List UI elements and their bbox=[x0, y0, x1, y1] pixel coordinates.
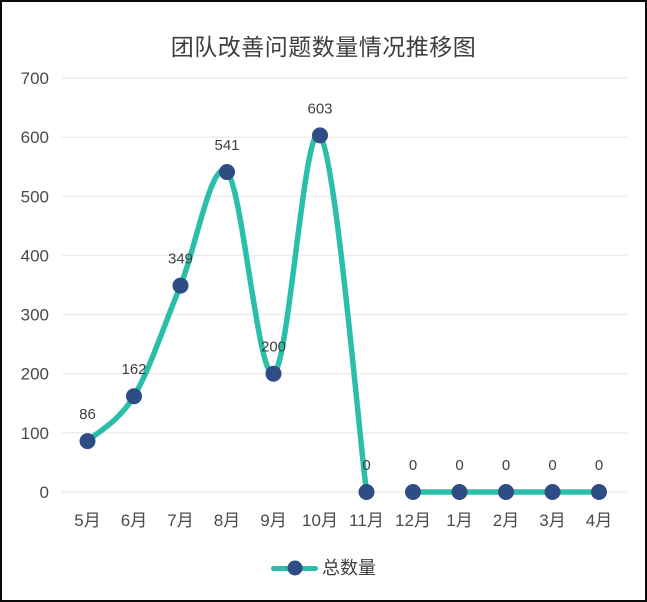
data-point-label: 541 bbox=[214, 137, 239, 154]
data-point bbox=[544, 484, 561, 500]
data-point bbox=[358, 484, 375, 500]
data-point-label: 0 bbox=[502, 457, 510, 474]
data-point-label: 200 bbox=[261, 339, 286, 356]
x-axis-tick-label: 3月 bbox=[539, 511, 565, 530]
data-point-label: 162 bbox=[121, 361, 146, 378]
x-axis-tick-label: 7月 bbox=[167, 511, 193, 530]
data-point bbox=[405, 484, 421, 500]
data-point bbox=[451, 484, 468, 500]
x-axis-tick-label: 6月 bbox=[121, 511, 147, 530]
x-axis-tick-label: 12月 bbox=[395, 511, 431, 530]
y-axis-tick-label: 100 bbox=[21, 424, 49, 443]
x-axis-tick-label: 4月 bbox=[586, 511, 612, 530]
y-axis-tick-label: 200 bbox=[21, 365, 49, 384]
y-axis-tick-label: 400 bbox=[21, 246, 49, 265]
data-point-label: 0 bbox=[455, 457, 463, 474]
x-axis-tick-label: 8月 bbox=[214, 511, 240, 530]
x-axis-tick-label: 11月 bbox=[349, 511, 384, 530]
data-point-label: 603 bbox=[307, 100, 332, 117]
legend-series-label: 总数量 bbox=[322, 558, 376, 578]
data-point-label: 0 bbox=[595, 457, 603, 474]
data-point bbox=[498, 484, 514, 500]
data-point bbox=[265, 365, 282, 382]
data-point-label: 86 bbox=[79, 406, 96, 423]
x-axis-tick-label: 5月 bbox=[74, 511, 100, 530]
line-chart-plot: 0 100 200 300 400 500 600 700 5月 6月 7月 8月 9月 10月 11月 12… bbox=[21, 69, 627, 530]
data-point-label: 349 bbox=[168, 251, 193, 268]
y-axis-tick-label: 500 bbox=[21, 187, 49, 206]
series-line bbox=[84, 131, 370, 495]
chart-title: 团队改善问题数量情况推移图 bbox=[170, 34, 477, 60]
data-point-label: 0 bbox=[548, 457, 556, 474]
data-point-label: 0 bbox=[409, 457, 417, 474]
x-axis-tick-label: 2月 bbox=[493, 511, 519, 530]
data-point bbox=[79, 433, 96, 450]
legend: 总数量 bbox=[2, 559, 645, 577]
data-point bbox=[591, 484, 607, 500]
y-axis-tick-label: 300 bbox=[21, 306, 49, 325]
x-axis-tick-label: 9月 bbox=[260, 511, 286, 530]
y-axis-tick-label: 600 bbox=[21, 128, 49, 147]
data-point bbox=[172, 277, 189, 294]
legend-line-marker-icon bbox=[271, 560, 318, 576]
data-point bbox=[312, 127, 328, 144]
data-point-label: 0 bbox=[362, 457, 370, 474]
x-axis-tick-label: 10月 bbox=[302, 511, 338, 530]
data-point bbox=[219, 164, 235, 181]
data-point bbox=[126, 388, 142, 405]
legend-dot-icon bbox=[287, 560, 302, 576]
y-axis-tick-label: 700 bbox=[21, 69, 49, 88]
y-axis-tick-label: 0 bbox=[40, 483, 49, 502]
x-axis-tick-label: 1月 bbox=[446, 511, 472, 530]
